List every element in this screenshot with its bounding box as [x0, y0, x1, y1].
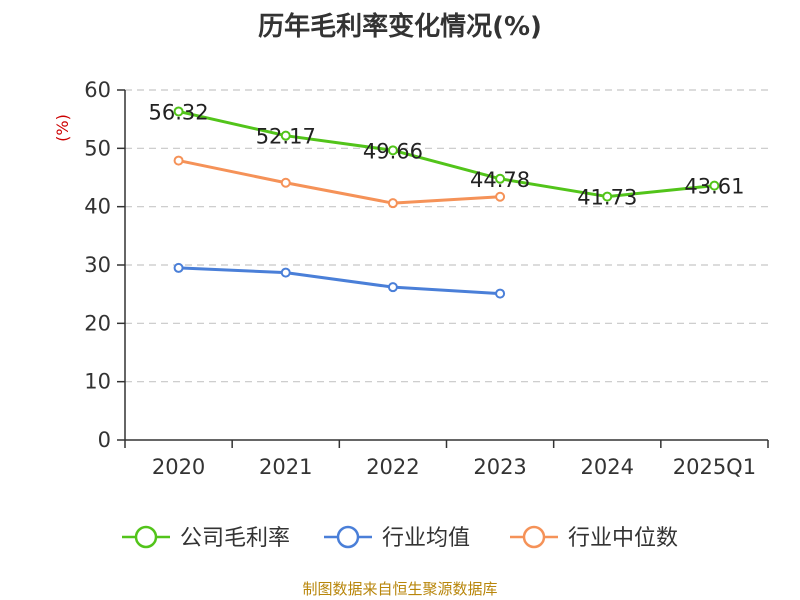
legend-marker: [336, 525, 360, 549]
data-point: [709, 180, 720, 191]
series-line: [178, 110, 715, 199]
data-point: [495, 173, 506, 184]
x-tick-label: 2020: [152, 455, 205, 479]
legend-label: 行业均值: [382, 526, 470, 551]
x-tick-label: 2021: [259, 455, 312, 479]
legend: 公司毛利率 行业均值 行业中位数: [122, 525, 678, 551]
legend-label: 行业中位数: [568, 526, 678, 551]
x-tick-label: 2025Q1: [673, 455, 756, 479]
data-labels: 56.32 52.17 49.66 44.78 41.73 43.61: [149, 100, 745, 209]
legend-marker: [522, 525, 546, 549]
y-tick-label: 0: [98, 428, 111, 452]
source-note: 制图数据来自恒生聚源数据库: [302, 580, 498, 598]
data-label: 52.17: [256, 125, 316, 149]
data-label: 44.78: [470, 168, 530, 192]
data-point: [387, 198, 398, 209]
legend-marker: [134, 525, 158, 549]
data-point: [495, 191, 506, 202]
data-point: [280, 130, 291, 141]
y-tick-label: 20: [84, 311, 111, 335]
y-tick-label: 30: [84, 253, 111, 277]
x-tick-label: 2024: [581, 455, 634, 479]
grid-lines: [125, 89, 768, 383]
axes: 0 10 20 30 40 50 60 2020 2021 2022 2023 2024 2025Q1 (…: [53, 78, 769, 479]
data-point: [495, 288, 506, 299]
data-point: [173, 155, 184, 166]
x-tick-label: 2023: [473, 455, 526, 479]
data-point: [280, 267, 291, 278]
data-point: [602, 191, 613, 202]
legend-label: 公司毛利率: [180, 526, 290, 551]
data-point: [173, 106, 184, 117]
data-point: [387, 282, 398, 293]
y-tick-label: 40: [84, 195, 111, 219]
data-label: 49.66: [363, 139, 423, 163]
series-line: [178, 159, 501, 205]
y-tick-label: 60: [84, 78, 111, 102]
y-tick-label: 10: [84, 370, 111, 394]
data-label: 56.32: [149, 100, 209, 124]
data-label: 41.73: [577, 186, 637, 210]
y-axis-unit: (%): [53, 114, 72, 142]
chart-title: 历年毛利率变化情况(%): [258, 12, 542, 42]
series-line: [178, 266, 501, 296]
data-point: [280, 177, 291, 188]
y-tick-label: 50: [84, 136, 111, 160]
data-point: [387, 145, 398, 156]
data-label: 43.61: [684, 175, 744, 199]
series-lines: [173, 106, 720, 299]
x-tick-label: 2022: [366, 455, 419, 479]
data-point: [173, 262, 184, 273]
